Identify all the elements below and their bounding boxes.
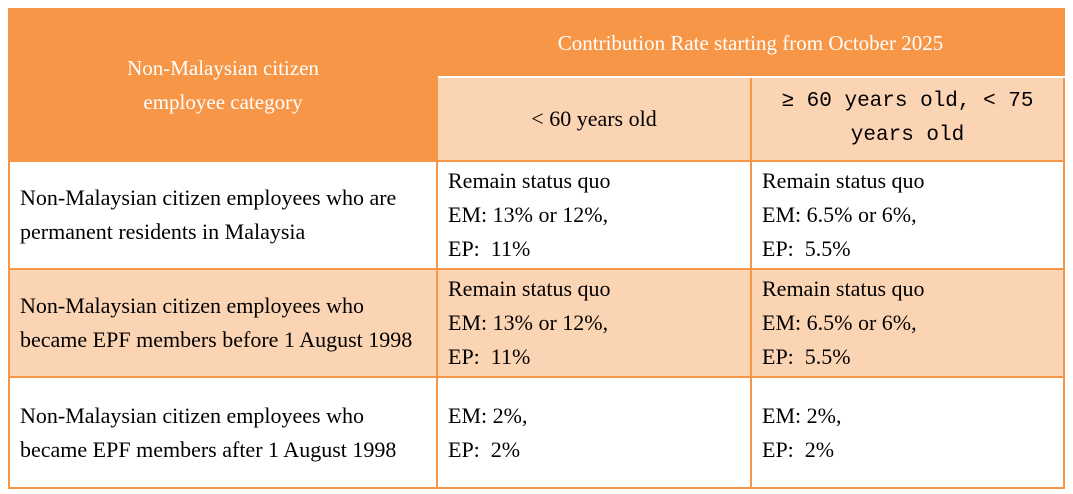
group-header: Contribution Rate starting from October … bbox=[436, 8, 1065, 78]
rate-table: Non-Malaysian citizen employee category … bbox=[8, 8, 1065, 489]
rate-line: EM: 6.5% or 6%, bbox=[762, 202, 917, 227]
category-header: Non-Malaysian citizen employee category bbox=[8, 8, 438, 162]
column-header: < 60 years old bbox=[436, 76, 752, 162]
rate-line: EM: 13% or 12%, bbox=[448, 310, 609, 335]
category-cell: Non-Malaysian citizen employees who are … bbox=[8, 160, 438, 270]
rate-line: EM: 13% or 12%, bbox=[448, 202, 609, 227]
rate-cell: Remain status quo EM: 6.5% or 6%, EP: 5.5% bbox=[750, 268, 1065, 378]
rate-cell: EM: 2%, EP: 2% bbox=[750, 376, 1065, 489]
rate-line: EP: 5.5% bbox=[762, 344, 851, 369]
column-header: ≥ 60 years old, < 75 years old bbox=[750, 76, 1065, 162]
table-row: Non-Malaysian citizen employees who beca… bbox=[8, 268, 1065, 378]
category-cell: Non-Malaysian citizen employees who beca… bbox=[8, 376, 438, 489]
rate-line: Remain status quo bbox=[762, 168, 925, 193]
rate-line: EP: 5.5% bbox=[762, 236, 851, 261]
rate-cell: Remain status quo EM: 6.5% or 6%, EP: 5.5% bbox=[750, 160, 1065, 270]
rate-line: Remain status quo bbox=[448, 168, 611, 193]
rate-cell: Remain status quo EM: 13% or 12%, EP: 11% bbox=[436, 160, 752, 270]
category-cell: Non-Malaysian citizen employees who beca… bbox=[8, 268, 438, 378]
rate-cell: EM: 2%, EP: 2% bbox=[436, 376, 752, 489]
rate-line: EP: 11% bbox=[448, 236, 531, 261]
table-row: Non-Malaysian citizen employees who are … bbox=[8, 160, 1065, 270]
rate-line: EM: 2%, bbox=[762, 402, 842, 428]
rate-cell: Remain status quo EM: 13% or 12%, EP: 11% bbox=[436, 268, 752, 378]
rate-line: EM: 6.5% or 6%, bbox=[762, 310, 917, 335]
rate-line: EP: 11% bbox=[448, 344, 531, 369]
rate-line: Remain status quo bbox=[762, 276, 925, 301]
rate-line: EP: 2% bbox=[448, 436, 521, 462]
rate-line: EP: 2% bbox=[762, 436, 835, 462]
table-row: Non-Malaysian citizen employees who beca… bbox=[8, 376, 1065, 489]
rate-line: Remain status quo bbox=[448, 276, 611, 301]
table-body: Non-Malaysian citizen employees who are … bbox=[8, 160, 1065, 489]
rate-line: EM: 2%, bbox=[448, 402, 528, 428]
